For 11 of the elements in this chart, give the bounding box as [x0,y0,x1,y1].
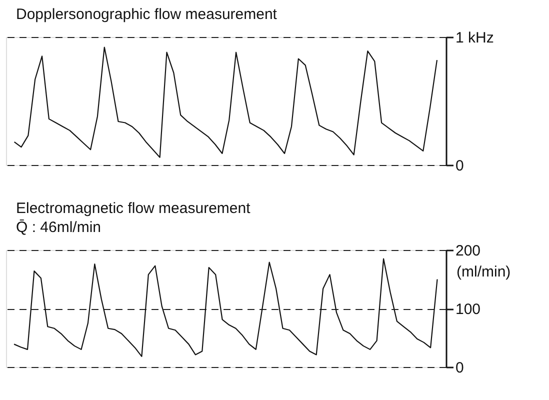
y-tick-label: 100 [456,301,481,318]
chart-title: Electromagnetic flow measurement [16,200,252,217]
y-tick-label: 0 [456,360,464,376]
y-tick-label: 0 [456,158,464,174]
y-axis-title: (ml/min) [456,264,511,280]
y-tick-label: 1 kHz [456,30,494,46]
chart-title: Dopplersonographic flow measurement [16,6,278,23]
y-tick-label: 200 [456,242,481,260]
line-series [14,258,438,358]
chart-subtitle: Q̄ : 46ml/min [16,219,102,236]
line-series [14,46,438,158]
